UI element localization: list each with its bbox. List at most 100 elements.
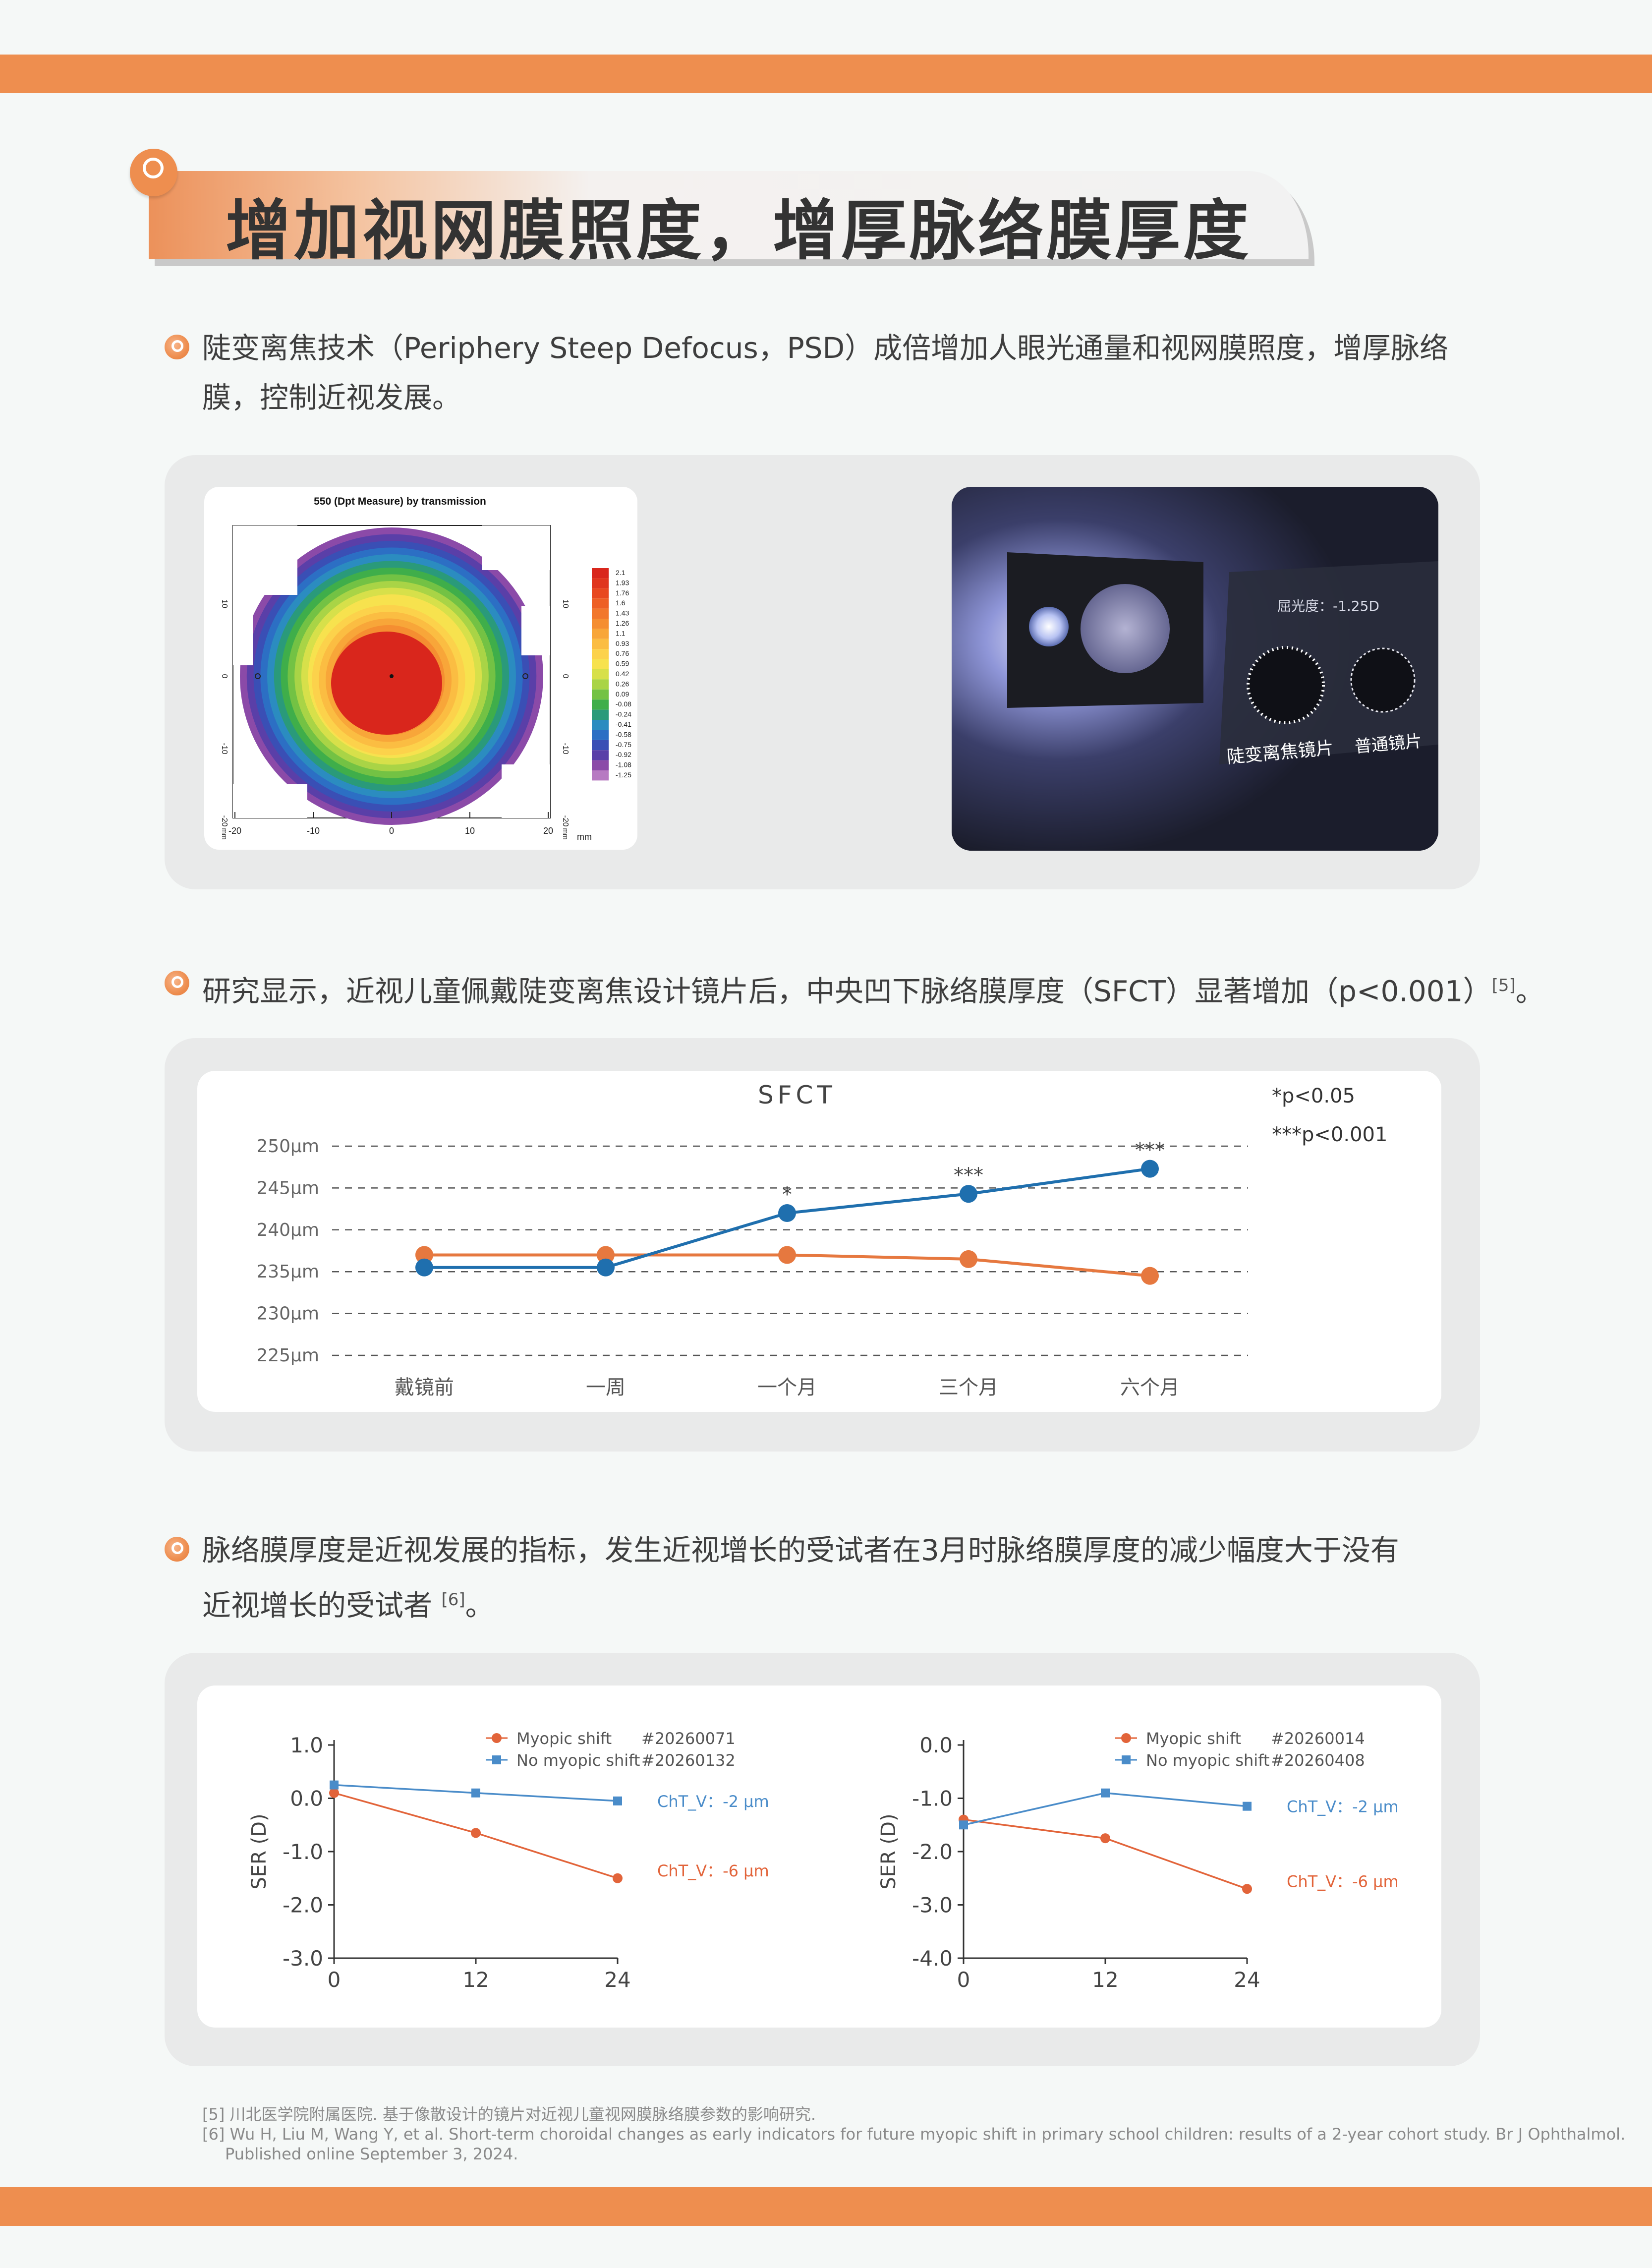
- ser-y-tick: -2.0: [283, 1893, 323, 1918]
- power-map-mask: [233, 586, 253, 665]
- power-map-scale-swatch: [592, 770, 609, 781]
- power-map-scale-label: 0.26: [616, 680, 629, 688]
- ser-chart-right: 0.0 -1.0 -2.0 -3.0 -4.00 12 24 SER (D) ChT_V：-6 …: [877, 1729, 1399, 1992]
- power-map-scale-label: 1.6: [616, 599, 626, 607]
- section3-line2: 近视增长的受试者: [202, 1588, 433, 1623]
- sfct-data-point: [960, 1250, 977, 1268]
- steep-defocus-lens-icon: [1247, 646, 1325, 724]
- power-map-scale-label: -0.75: [616, 741, 631, 749]
- power-map-card: 550 (Dpt Measure) by transmission -20 -10…: [204, 487, 637, 850]
- ser-data-point: [471, 1828, 481, 1838]
- power-map-scale-label: -0.41: [616, 720, 631, 728]
- power-map-scale-label: -1.08: [616, 761, 631, 769]
- ser-y-tick: 0.0: [919, 1733, 953, 1757]
- ser-data-point: [329, 1788, 339, 1798]
- power-map-scale-label: -0.92: [616, 751, 631, 758]
- ser-data-point: [1243, 1802, 1252, 1811]
- page-title: 增加视网膜照度，增厚脉络膜厚度: [226, 193, 1252, 269]
- sfct-data-point: [597, 1258, 615, 1277]
- ser-data-point: [1242, 1884, 1252, 1894]
- power-map-scale-swatch: [592, 639, 609, 649]
- ser-legend-name: Myopic shift: [1146, 1729, 1241, 1748]
- power-map-scale-label: 0.76: [616, 649, 629, 657]
- ser-x-tick: 0: [328, 1968, 341, 1992]
- sfct-data-point: [1141, 1267, 1159, 1285]
- sfct-y-tick: 250μm: [256, 1136, 319, 1157]
- ser-legend-marker: [492, 1755, 501, 1764]
- sfct-x-tick: 六个月: [1120, 1376, 1180, 1399]
- power-map-y-tick-left: 0: [220, 674, 228, 679]
- sfct-y-tick: 240μm: [256, 1220, 319, 1240]
- ser-legend-name: No myopic shift: [516, 1751, 640, 1770]
- power-map-x-ticks: -20 -10 0 10 20: [228, 812, 553, 836]
- ser-y-tick: 1.0: [290, 1733, 323, 1757]
- note-p005: *p<0.05: [1272, 1085, 1355, 1107]
- reference-6: [6] Wu H, Liu M, Wang Y, et al. Short-te…: [202, 2125, 1626, 2144]
- power-map-mask: [482, 525, 550, 570]
- power-map-scale-label: 1.76: [616, 589, 629, 597]
- power-map-scale-label: 0.59: [616, 660, 629, 668]
- bullet-icon: [165, 335, 189, 359]
- ser-x-tick: 24: [1234, 1968, 1260, 1992]
- sfct-data-point: [415, 1258, 433, 1277]
- section2-text: 研究显示，近视儿童佩戴陡变离焦设计镜片后，中央凹下脉络膜厚度（SFCT）显著增加…: [202, 961, 1640, 1016]
- ser-legend-id: #20260014: [1271, 1729, 1365, 1748]
- power-map-x-tick: -20: [228, 826, 241, 836]
- title-ring-icon: [130, 149, 177, 196]
- ser-y-tick: -4.0: [912, 1946, 953, 1971]
- section2-sentence: 研究显示，近视儿童佩戴陡变离焦设计镜片后，中央凹下脉络膜厚度（SFCT）显著增加…: [202, 974, 1492, 1008]
- sfct-chart: SFCT 250μm 245μm 240μm 235μm 230μm 225μm 戴镜前 一…: [256, 1081, 1387, 1399]
- ser-data-point: [959, 1820, 968, 1830]
- power-map-scale-label: 0.42: [616, 670, 629, 678]
- ser-legend-name: Myopic shift: [516, 1729, 612, 1748]
- title-banner-bar: [149, 171, 1309, 259]
- ser-y-tick: -1.0: [912, 1787, 953, 1811]
- ser-legend-id: #20260408: [1271, 1751, 1365, 1770]
- bottom-accent-band: [0, 2187, 1652, 2226]
- power-map-scale-swatch: [592, 750, 609, 760]
- sfct-chart-card: SFCT 250μm 245μm 240μm 235μm 230μm 225μm 戴镜前 一…: [197, 1071, 1441, 1412]
- sfct-panel: SFCT 250μm 245μm 240μm 235μm 230μm 225μm 戴镜前 一…: [165, 1038, 1480, 1452]
- ser-series-label: ChT_V：-2 μm: [1287, 1798, 1399, 1816]
- power-map-mask: [502, 764, 550, 818]
- power-map-y-unit: mm: [562, 828, 570, 839]
- photo-large-lens: [1081, 584, 1170, 673]
- power-map-scale-swatch: [592, 588, 609, 599]
- power-map-scale-swatch: [592, 659, 609, 669]
- power-map-scale-swatch: [592, 619, 609, 629]
- power-map-scale-swatch: [592, 760, 609, 770]
- power-map-y-tick-right: 10: [561, 599, 570, 608]
- ser-series-line: [963, 1792, 1248, 1826]
- section3-line1: 脉络膜厚度是近视发展的指标，发生近视增长的受试者在3月时脉络膜厚度的减少幅度大于…: [202, 1533, 1399, 1567]
- ser-series-label: ChT_V：-6 μm: [657, 1861, 769, 1880]
- section2-tail: 。: [1515, 974, 1544, 1008]
- ser-data-point: [330, 1780, 339, 1790]
- power-map-y-tick-left: -20: [220, 815, 228, 826]
- sfct-chart-title: SFCT: [758, 1081, 836, 1109]
- bullet-icon: [165, 971, 189, 995]
- ser-y-tick: -3.0: [912, 1893, 953, 1918]
- regular-lens-icon: [1350, 647, 1416, 713]
- ser-legend-marker: [1122, 1755, 1131, 1764]
- section3-tail: 。: [465, 1588, 494, 1623]
- power-map-scale-swatch: [592, 740, 609, 751]
- ser-x-tick: 12: [462, 1968, 489, 1992]
- photo-small-lens: [1029, 607, 1069, 646]
- sfct-y-tick: 235μm: [256, 1262, 319, 1282]
- sfct-x-ticks: 戴镜前 一周 一个月 三个月 六个月: [395, 1376, 1180, 1399]
- ser-y-tick: -2.0: [912, 1840, 953, 1864]
- power-map-scale-swatch: [592, 608, 609, 619]
- power-map-scale-swatch: [592, 699, 609, 710]
- power-map-scale-label: 2.1: [616, 569, 626, 577]
- power-map-scale-swatch: [592, 689, 609, 700]
- sfct-x-tick: 一周: [586, 1376, 626, 1399]
- lens-photo-card: 屈光度：-1.25D 陡变离焦镜片 普通镜片: [952, 487, 1438, 851]
- ser-y-label: SER (D): [877, 1813, 900, 1889]
- sfct-data-point: [1141, 1160, 1159, 1178]
- power-map-x-tick: 0: [389, 826, 394, 836]
- lens-photo: 屈光度：-1.25D 陡变离焦镜片 普通镜片: [952, 487, 1438, 851]
- power-map-scale-swatch: [592, 730, 609, 740]
- power-map-unit: mm: [577, 832, 592, 842]
- power-map-mask: [233, 784, 307, 818]
